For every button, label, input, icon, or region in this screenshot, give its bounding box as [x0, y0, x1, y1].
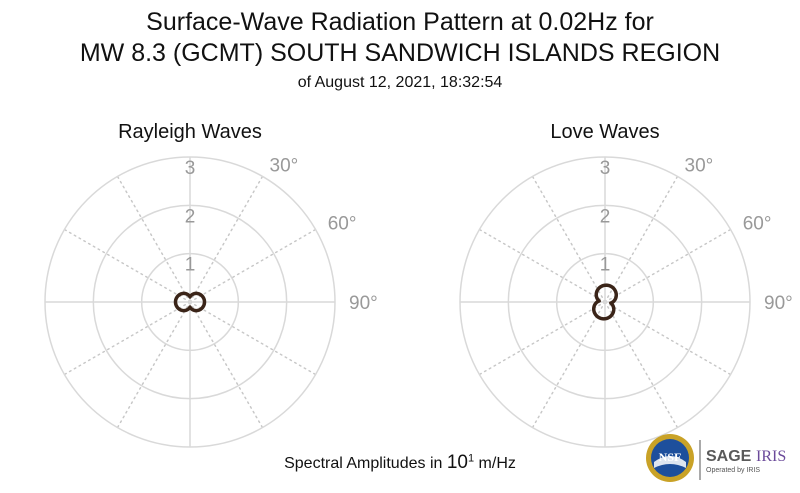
radial-tick-label: 2 — [600, 206, 611, 227]
chart-title-line2: MW 8.3 (GCMT) SOUTH SANDWICH ISLANDS REG… — [79, 39, 721, 67]
operated-by-text: Operated by IRIS — [706, 467, 760, 474]
nsf-sage-iris-logo: NSF SAGE IRIS Operated by IRIS — [646, 434, 786, 482]
radiation-pattern-curve — [591, 283, 619, 321]
sage-text: SAGE — [706, 448, 752, 465]
amplitude-base: 10 — [446, 452, 468, 473]
angular-tick-label: 30° — [685, 155, 714, 176]
angular-tick-label: 90° — [764, 293, 793, 314]
polar-spoke — [604, 301, 732, 376]
polar-grid-circle — [140, 252, 240, 352]
polar-grid-circle — [555, 252, 655, 352]
polar-grid-circle — [92, 204, 288, 400]
radial-tick-label: 3 — [185, 158, 196, 179]
polar-spoke — [63, 301, 191, 376]
amplitude-prefix: Spectral Amplitudes in — [284, 455, 447, 472]
polar-spoke — [604, 301, 679, 429]
nsf-seal-icon: NSF — [646, 434, 694, 482]
polar-spoke — [189, 301, 264, 429]
radial-tick-label: 2 — [185, 206, 196, 227]
polar-spoke — [531, 175, 606, 303]
panel-title: Rayleigh Waves — [118, 121, 262, 143]
polar-spoke — [531, 301, 606, 429]
angular-tick-label: 60° — [328, 214, 357, 235]
panel-title: Love Waves — [550, 121, 659, 143]
radiation-pattern-curve — [173, 291, 207, 313]
polar-spoke — [116, 175, 191, 303]
polar-spoke — [116, 301, 191, 429]
polar-spoke — [478, 301, 606, 376]
polar-spoke — [189, 175, 264, 303]
radial-tick-label: 3 — [600, 158, 611, 179]
event-date: of August 12, 2021, 18:32:54 — [297, 74, 503, 91]
polar-spoke — [189, 301, 317, 376]
amplitude-unit: m/Hz — [474, 455, 516, 472]
amplitude-exponent: 1 — [467, 452, 475, 465]
polar-spoke — [604, 228, 732, 303]
radial-tick-label: 1 — [185, 255, 196, 276]
polar-grid-circle — [44, 156, 336, 448]
angular-tick-label: 60° — [743, 214, 772, 235]
polar-grid-circle — [459, 156, 751, 448]
polar-spoke — [604, 175, 679, 303]
polar-grid-circle — [507, 204, 703, 400]
radial-tick-label: 1 — [600, 255, 611, 276]
polar-spoke — [63, 228, 191, 303]
angular-tick-label: 90° — [349, 293, 378, 314]
chart-title-line1: Surface-Wave Radiation Pattern at 0.02Hz… — [146, 8, 654, 36]
angular-tick-label: 30° — [270, 155, 299, 176]
polar-spoke — [189, 228, 317, 303]
polar-spoke — [478, 228, 606, 303]
amplitude-units-note: Spectral Amplitudes in 101 m/Hz — [200, 452, 600, 474]
nsf-text: NSF — [659, 450, 682, 464]
iris-text: IRIS — [756, 448, 786, 465]
